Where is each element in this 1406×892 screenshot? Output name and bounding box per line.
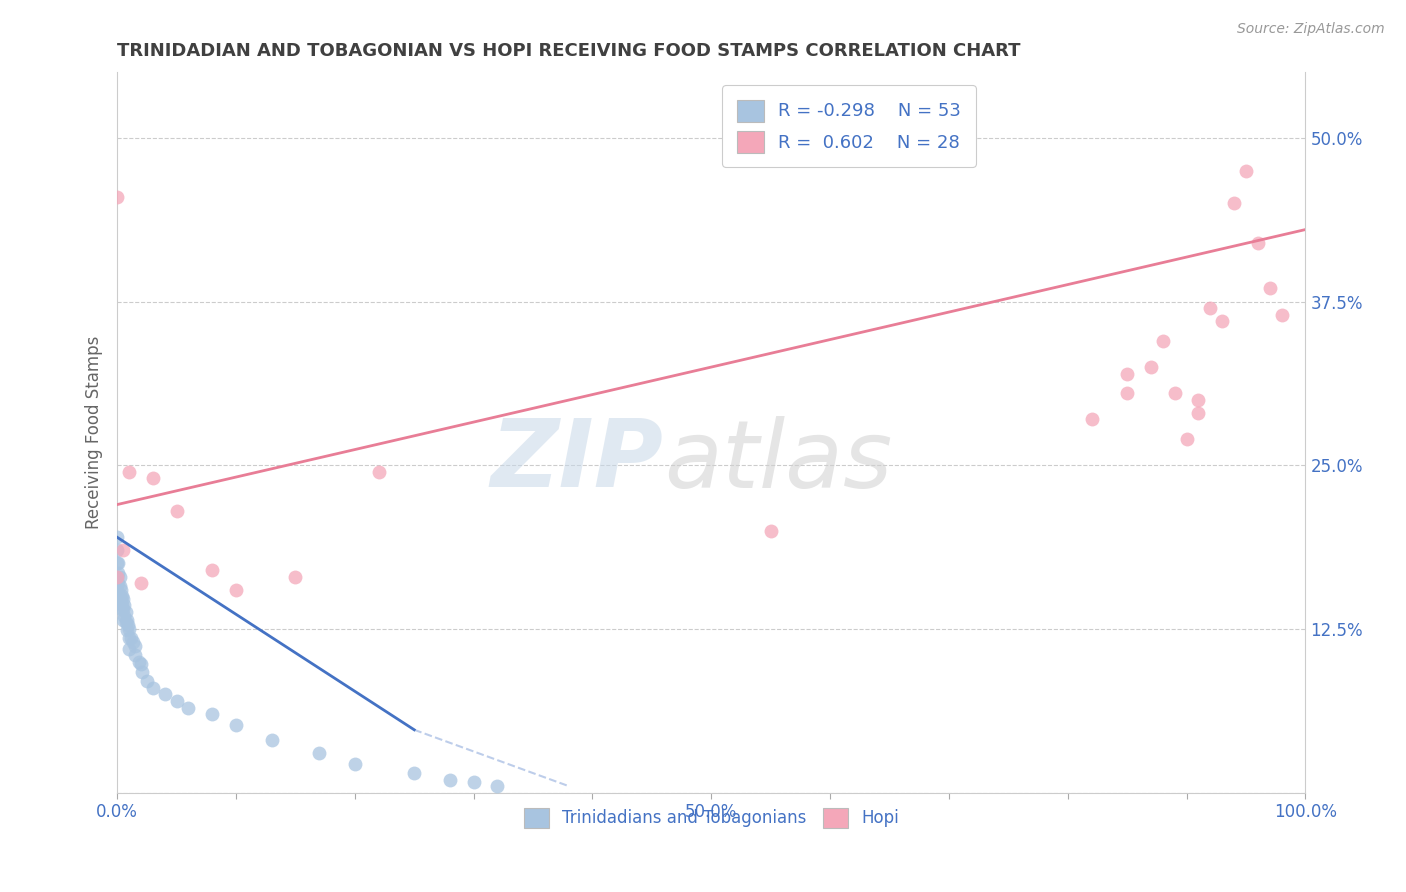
Point xyxy=(1247,235,1270,250)
Point xyxy=(105,582,128,597)
Point xyxy=(1152,334,1174,348)
Point xyxy=(201,707,224,722)
Point xyxy=(1140,360,1163,375)
Point xyxy=(117,618,139,632)
Point xyxy=(153,688,176,702)
Point xyxy=(1271,308,1294,322)
Point xyxy=(110,591,132,606)
Text: atlas: atlas xyxy=(664,416,891,507)
Point xyxy=(1187,406,1209,420)
Point xyxy=(1080,412,1102,426)
Point xyxy=(110,602,132,616)
Point xyxy=(121,635,143,649)
Point xyxy=(1258,281,1281,295)
Point xyxy=(260,733,283,747)
Point xyxy=(108,579,131,593)
Point xyxy=(114,615,136,630)
Point xyxy=(1163,386,1185,401)
Point xyxy=(105,543,128,558)
Point xyxy=(105,596,128,610)
Point xyxy=(343,756,366,771)
Point xyxy=(1234,163,1257,178)
Point xyxy=(107,566,129,580)
Point xyxy=(142,681,165,695)
Text: TRINIDADIAN AND TOBAGONIAN VS HOPI RECEIVING FOOD STAMPS CORRELATION CHART: TRINIDADIAN AND TOBAGONIAN VS HOPI RECEI… xyxy=(117,42,1021,60)
Point xyxy=(225,717,247,731)
Point xyxy=(112,602,135,616)
Point xyxy=(115,624,138,638)
Point xyxy=(105,190,128,204)
Point xyxy=(105,557,128,571)
Legend: Trinidadians and Tobagonians, Hopi: Trinidadians and Tobagonians, Hopi xyxy=(517,801,905,835)
Point xyxy=(112,543,135,558)
Point xyxy=(105,530,128,544)
Point xyxy=(105,569,128,583)
Point xyxy=(111,599,134,613)
Point xyxy=(404,766,426,780)
Point xyxy=(177,700,200,714)
Point xyxy=(1116,386,1139,401)
Point xyxy=(759,524,782,538)
Point xyxy=(112,613,135,627)
Point xyxy=(1187,392,1209,407)
Point xyxy=(110,582,132,597)
Point xyxy=(135,674,157,689)
Point xyxy=(118,631,141,645)
Point xyxy=(114,605,136,619)
Point xyxy=(129,576,152,591)
Point xyxy=(463,775,485,789)
Point xyxy=(107,586,129,600)
Point xyxy=(284,569,307,583)
Point xyxy=(108,569,131,583)
Point xyxy=(124,639,146,653)
Point xyxy=(225,582,247,597)
Point xyxy=(118,641,141,656)
Point xyxy=(118,622,141,636)
Point xyxy=(131,665,153,680)
Point xyxy=(308,747,330,761)
Point xyxy=(166,694,188,708)
Point xyxy=(128,655,150,669)
Point xyxy=(108,589,131,603)
Point xyxy=(112,599,135,613)
Point xyxy=(1223,196,1246,211)
Text: ZIP: ZIP xyxy=(491,416,664,508)
Point xyxy=(120,631,142,645)
Point xyxy=(112,608,135,623)
Point xyxy=(1211,314,1233,328)
Point xyxy=(129,657,152,672)
Point xyxy=(115,613,138,627)
Point xyxy=(118,465,141,479)
Point xyxy=(439,772,461,787)
Point xyxy=(142,471,165,485)
Point xyxy=(107,557,129,571)
Text: Source: ZipAtlas.com: Source: ZipAtlas.com xyxy=(1237,22,1385,37)
Point xyxy=(107,576,129,591)
Point xyxy=(1199,301,1222,315)
Point xyxy=(1116,367,1139,381)
Y-axis label: Receiving Food Stamps: Receiving Food Stamps xyxy=(86,336,103,529)
Point xyxy=(105,569,128,583)
Point xyxy=(166,504,188,518)
Point xyxy=(1175,432,1198,446)
Point xyxy=(124,648,146,662)
Point xyxy=(486,779,509,793)
Point xyxy=(367,465,389,479)
Point xyxy=(201,563,224,577)
Point xyxy=(111,589,134,603)
Point xyxy=(112,591,135,606)
